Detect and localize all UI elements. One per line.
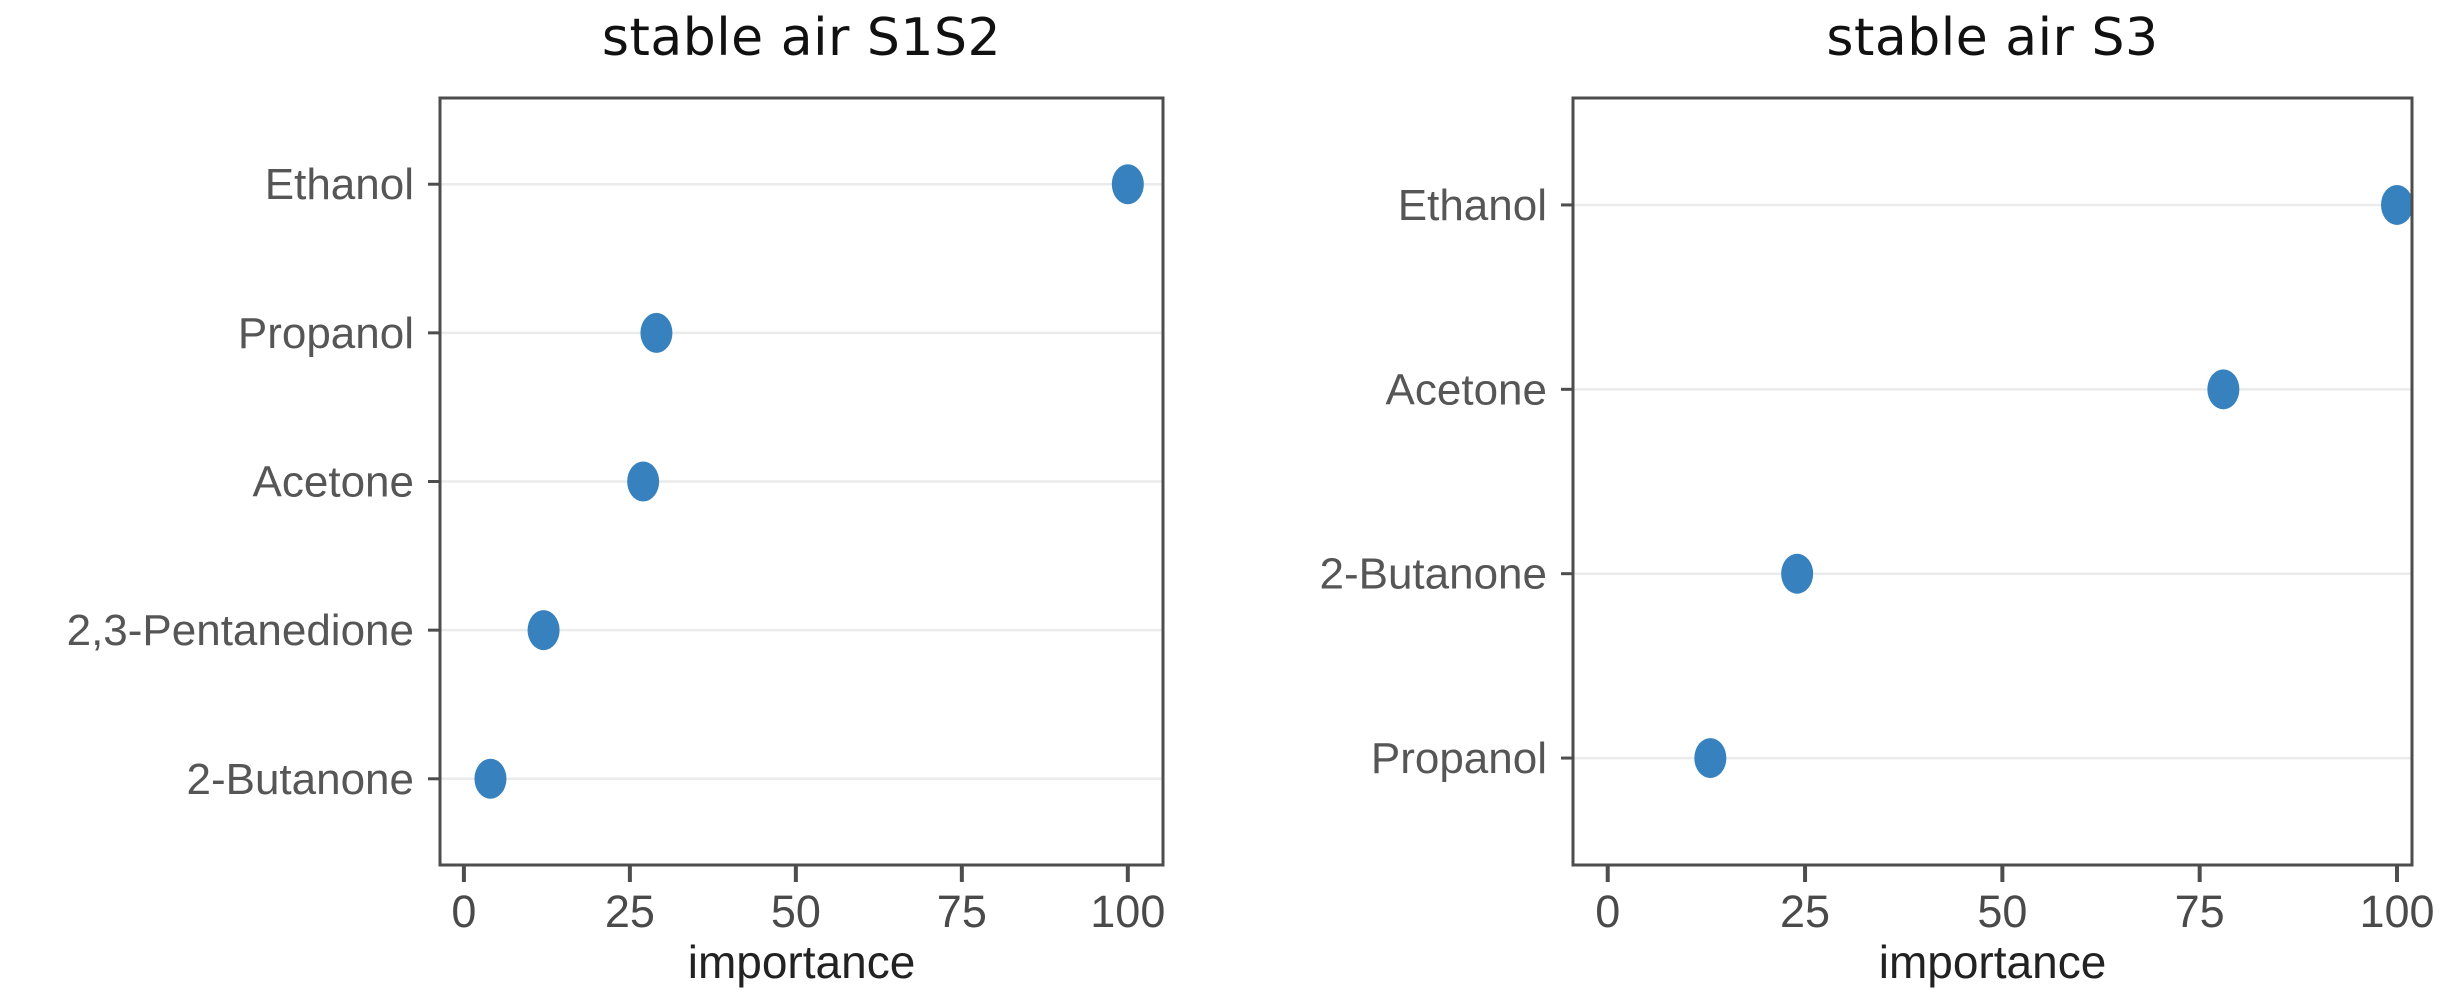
x-tick-label: 50 (771, 886, 821, 937)
chart-panel-s3: stable air S3 0 25 50 75 100 Ethanol Acetone 2-… (1230, 0, 2460, 1008)
x-tick-label: 75 (937, 886, 987, 937)
data-point (640, 312, 673, 353)
x-tick-label: 100 (2359, 886, 2434, 937)
data-point (1694, 738, 1727, 779)
data-point (527, 610, 560, 651)
dot-plot-s3: 0 25 50 75 100 Ethanol Acetone 2-Butanone Propan… (1319, 96, 2435, 937)
plot-box (1571, 96, 2414, 867)
chart-panel-s1s2: stable air S1S2 0 25 50 75 100 Ethanol Propano… (67, 8, 1166, 988)
category-label: 2,3-Pentanedione (67, 606, 414, 655)
category-label: Propanol (238, 309, 414, 358)
chart-title: stable air S3 (1826, 8, 2159, 68)
x-tick-label: 25 (605, 886, 655, 937)
category-label: 2-Butanone (186, 755, 414, 804)
x-axis-label: importance (1878, 936, 2107, 988)
x-tick-label: 100 (1090, 886, 1165, 937)
data-point (2207, 369, 2240, 410)
category-label: 2-Butanone (1319, 550, 1547, 599)
data-point (1111, 164, 1144, 205)
data-point (474, 758, 507, 799)
x-tick-label: 50 (1977, 886, 2027, 937)
chart-title: stable air S1S2 (601, 8, 1002, 68)
x-axis-label: importance (687, 936, 916, 988)
x-tick-label: 25 (1780, 886, 1830, 937)
data-point (627, 461, 660, 502)
data-point (2381, 184, 2414, 225)
category-label: Acetone (253, 458, 414, 507)
category-label: Ethanol (265, 160, 414, 209)
x-tick-label: 0 (1595, 886, 1620, 937)
data-point (1781, 553, 1814, 594)
dot-plot-s1s2: 0 25 50 75 100 Ethanol Propanol Acetone 2,3-Pent… (67, 96, 1165, 937)
category-label: Propanol (1371, 734, 1547, 783)
x-tick-label: 75 (2175, 886, 2225, 937)
x-tick-label: 0 (451, 886, 476, 937)
category-label: Ethanol (1398, 181, 1547, 230)
category-label: Acetone (1386, 365, 1547, 414)
